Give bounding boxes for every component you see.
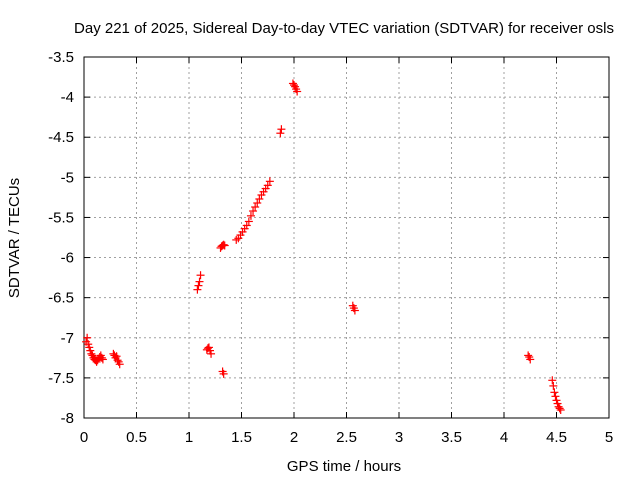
data-point (293, 87, 302, 96)
data-points (82, 79, 565, 414)
x-tick-label: 2 (290, 429, 298, 446)
data-point (195, 277, 204, 286)
data-point (220, 241, 229, 250)
data-point (277, 125, 286, 134)
data-point (115, 360, 124, 369)
data-point (207, 349, 216, 358)
data-point (112, 352, 121, 361)
y-tick-labels: -3.5 -4 -4.5 -5 -5.5 -6 -6.5 -7 -7.5 -8 (48, 49, 74, 427)
data-point (232, 235, 241, 244)
data-point (246, 211, 255, 220)
data-point (196, 271, 205, 280)
x-tick-label: 4 (500, 429, 508, 446)
y-tick-label: -5 (61, 169, 74, 186)
data-point (263, 181, 272, 190)
y-tick-label: -6.5 (48, 290, 74, 307)
data-point (251, 203, 260, 212)
data-point (98, 355, 107, 364)
data-point (556, 405, 565, 414)
x-tick-label: 0 (80, 429, 88, 446)
data-point (219, 240, 228, 249)
data-point (276, 129, 285, 138)
x-axis-label: GPS time / hours (287, 458, 401, 475)
data-point (555, 404, 564, 413)
grid (84, 57, 609, 418)
x-tick-label: 3 (395, 429, 403, 446)
y-tick-label: -3.5 (48, 49, 74, 66)
data-point (242, 221, 251, 230)
data-point (253, 199, 262, 208)
data-point (265, 177, 274, 186)
x-tick-label: 1 (185, 429, 193, 446)
data-point (219, 369, 228, 378)
y-tick-label: -4.5 (48, 129, 74, 146)
y-tick-label: -6 (61, 250, 74, 267)
y-tick-label: -8 (61, 410, 74, 427)
y-tick-label: -7.5 (48, 370, 74, 387)
data-point (113, 356, 122, 365)
data-point (255, 194, 264, 203)
data-point (87, 349, 96, 358)
data-point (97, 353, 106, 362)
x-tick-label: 2.5 (336, 429, 357, 446)
data-point (550, 388, 559, 397)
data-point (83, 333, 92, 342)
data-point (249, 207, 258, 216)
x-tick-label: 0.5 (126, 429, 147, 446)
y-axis-label: SDTVAR / TECUs (6, 178, 23, 298)
x-tick-label: 5 (605, 429, 613, 446)
y-tick-label: -5.5 (48, 209, 74, 226)
x-tick-label: 1.5 (231, 429, 252, 446)
data-point (290, 81, 298, 90)
data-point (193, 285, 202, 294)
data-point (524, 351, 533, 360)
data-point (548, 376, 557, 385)
chart-title: Day 221 of 2025, Sidereal Day-to-day VTE… (74, 20, 614, 37)
data-point (549, 381, 558, 390)
data-point (551, 392, 560, 401)
x-tick-label: 3.5 (441, 429, 462, 446)
y-tick-label: -7 (61, 330, 74, 347)
x-tick-label: 4.5 (546, 429, 567, 446)
data-point (350, 306, 359, 315)
y-tick-label: -4 (61, 89, 74, 106)
data-point (194, 281, 203, 290)
data-point (244, 217, 253, 226)
x-tick-labels: 0 0.5 1 1.5 2 2.5 3 3.5 4 4.5 5 (80, 429, 613, 446)
data-point (526, 355, 535, 364)
